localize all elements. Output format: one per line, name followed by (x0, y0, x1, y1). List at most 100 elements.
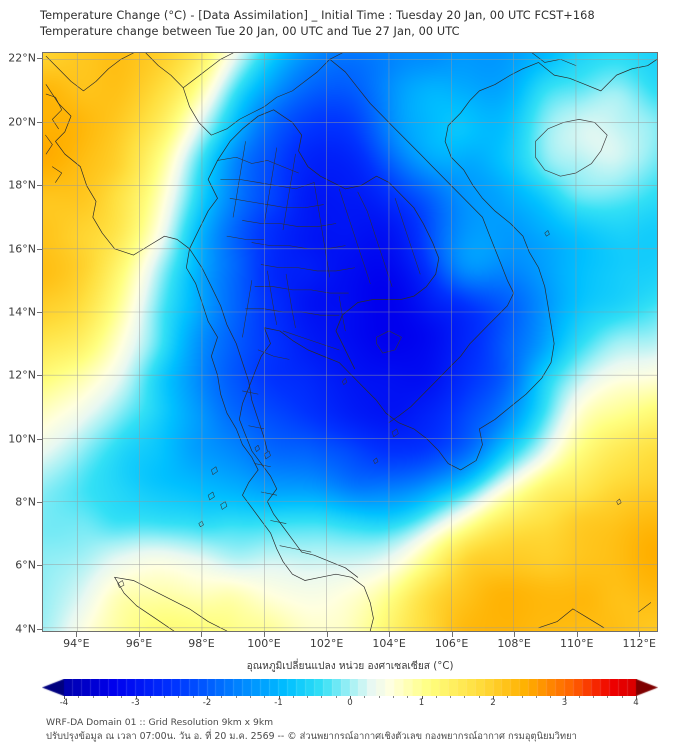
colorbar-minor-tick (378, 696, 380, 698)
colorbar-tick-mark (135, 696, 137, 699)
footer-line-credit: ปรับปรุงข้อมูล ณ เวลา 07:00น. วัน อ. ที่… (46, 731, 577, 742)
province-boundary (254, 463, 271, 468)
colorbar-minor-tick (92, 696, 94, 698)
colorbar-minor-tick (507, 696, 509, 698)
colorbar-minor-tick (192, 696, 194, 698)
colorbar-minor-tick (292, 696, 294, 698)
colorbar-minor-tick (535, 696, 537, 698)
colorbar-minor-tick (235, 696, 237, 698)
province-boundary (260, 491, 278, 496)
coastline-guangxi (532, 53, 577, 66)
colorbar-minor-tick (478, 696, 480, 698)
border-thailand (189, 109, 440, 370)
province-boundary (279, 545, 312, 553)
y-tick-label: 22°N (8, 51, 36, 65)
colorbar-minor-tick (593, 696, 595, 698)
colorbar-minor-tick (621, 696, 623, 698)
temperature-anomaly-field (43, 53, 657, 631)
province-boundary (251, 242, 346, 250)
y-tick-mark (37, 628, 42, 630)
y-tick-label: 10°N (8, 432, 36, 446)
coastline-ramree (45, 134, 53, 155)
y-tick-mark (37, 58, 42, 60)
colorbar-minor-tick (121, 696, 123, 698)
colorbar-minor-tick (178, 696, 180, 698)
y-tick-mark (37, 248, 42, 250)
colorbar-tick-label: 3 (561, 698, 568, 708)
island-outline (373, 457, 379, 464)
island-outline (264, 450, 271, 460)
x-tick-mark (326, 632, 328, 637)
colorbar-tick-mark (64, 696, 65, 699)
x-tick-mark (201, 632, 203, 637)
province-boundary (264, 147, 278, 224)
province-boundary (242, 390, 259, 395)
province-boundary (229, 198, 324, 209)
map-plot-area[interactable] (42, 52, 658, 632)
province-boundary (248, 425, 265, 430)
colorbar-tick-label: 1 (418, 698, 425, 708)
colorbar-minor-tick (607, 696, 609, 698)
border-laos-north (182, 53, 343, 136)
border-laos-vietnam-cambodia (329, 58, 515, 423)
island-outline (211, 466, 218, 475)
colorbar-tick-mark (421, 696, 423, 699)
province-boundary (242, 220, 337, 227)
x-tick-label: 104°E (372, 637, 406, 650)
colorbar-minor-tick (264, 696, 266, 698)
y-tick-mark (37, 311, 42, 313)
colorbar-tick-label: 2 (490, 698, 496, 708)
province-boundary (282, 153, 296, 231)
coastline-sumatra-west (114, 576, 175, 631)
title-line-1: Temperature Change (°C) - [Data Assimila… (40, 9, 595, 22)
border-myanmar-thailand (189, 248, 268, 452)
colorbar-tick-label: -2 (202, 698, 212, 708)
colorbar-minor-tick (392, 696, 394, 698)
x-tick-label: 110°E (559, 637, 594, 650)
figure-footer: WRF-DA Domain 01 :: Grid Resolution 9km … (46, 716, 656, 744)
x-tick-mark (138, 632, 140, 637)
colorbar-minor-tick (78, 696, 80, 698)
colorbar-tick-label: 0 (347, 698, 353, 708)
colorbar-minor-tick (450, 696, 452, 698)
colorbar-tick-mark (278, 696, 280, 699)
coastline-myanmar-west (45, 84, 259, 471)
island-outline (117, 580, 125, 588)
y-tick-label: 4°N (15, 622, 36, 636)
colorbar-minor-tick (221, 696, 223, 698)
coastline-south-china (522, 58, 657, 92)
x-tick-mark (76, 632, 78, 637)
colorbar-minor-tick (578, 696, 580, 698)
colorbar-tick-mark (636, 696, 637, 699)
colorbar-minor-tick (321, 696, 323, 698)
colorbar-minor-tick (464, 696, 466, 698)
province-boundary (257, 349, 290, 360)
coastline-gulf-to-mekong-delta (263, 327, 483, 471)
x-tick-mark (389, 632, 391, 637)
island-outline (220, 501, 228, 510)
island-outline (207, 491, 215, 501)
province-boundary (357, 191, 393, 287)
island-outline (254, 444, 260, 452)
y-tick-mark (37, 438, 42, 440)
border-myanmar-china (145, 53, 234, 89)
colorbar-title: อุณหภูมิเปลี่ยนแปลง หน่วย องศาเซลเซียส (… (246, 661, 454, 672)
x-tick-label: 96°E (125, 637, 153, 650)
y-tick-label: 20°N (8, 115, 36, 129)
colorbar-minor-tick (307, 696, 309, 698)
colorbar-minor-tick (149, 696, 151, 698)
colorbar-tick-mark (564, 696, 566, 699)
y-tick-label: 18°N (8, 178, 36, 192)
x-tick-mark (451, 632, 453, 637)
x-tick-label: 108°E (497, 637, 531, 650)
coastline-and-border-overlay (45, 53, 657, 631)
colorbar-minor-tick (407, 696, 409, 698)
province-boundary (220, 179, 315, 190)
colorbar-tick-mark (207, 696, 208, 699)
province-boundary (254, 286, 349, 294)
colorbar[interactable]: อุณหภูมิเปลี่ยนแปลง หน่วย องศาเซลเซียส (… (42, 660, 658, 708)
colorbar-tick-label: -4 (59, 698, 69, 708)
province-boundary (217, 156, 299, 174)
island-hainan (535, 119, 608, 177)
